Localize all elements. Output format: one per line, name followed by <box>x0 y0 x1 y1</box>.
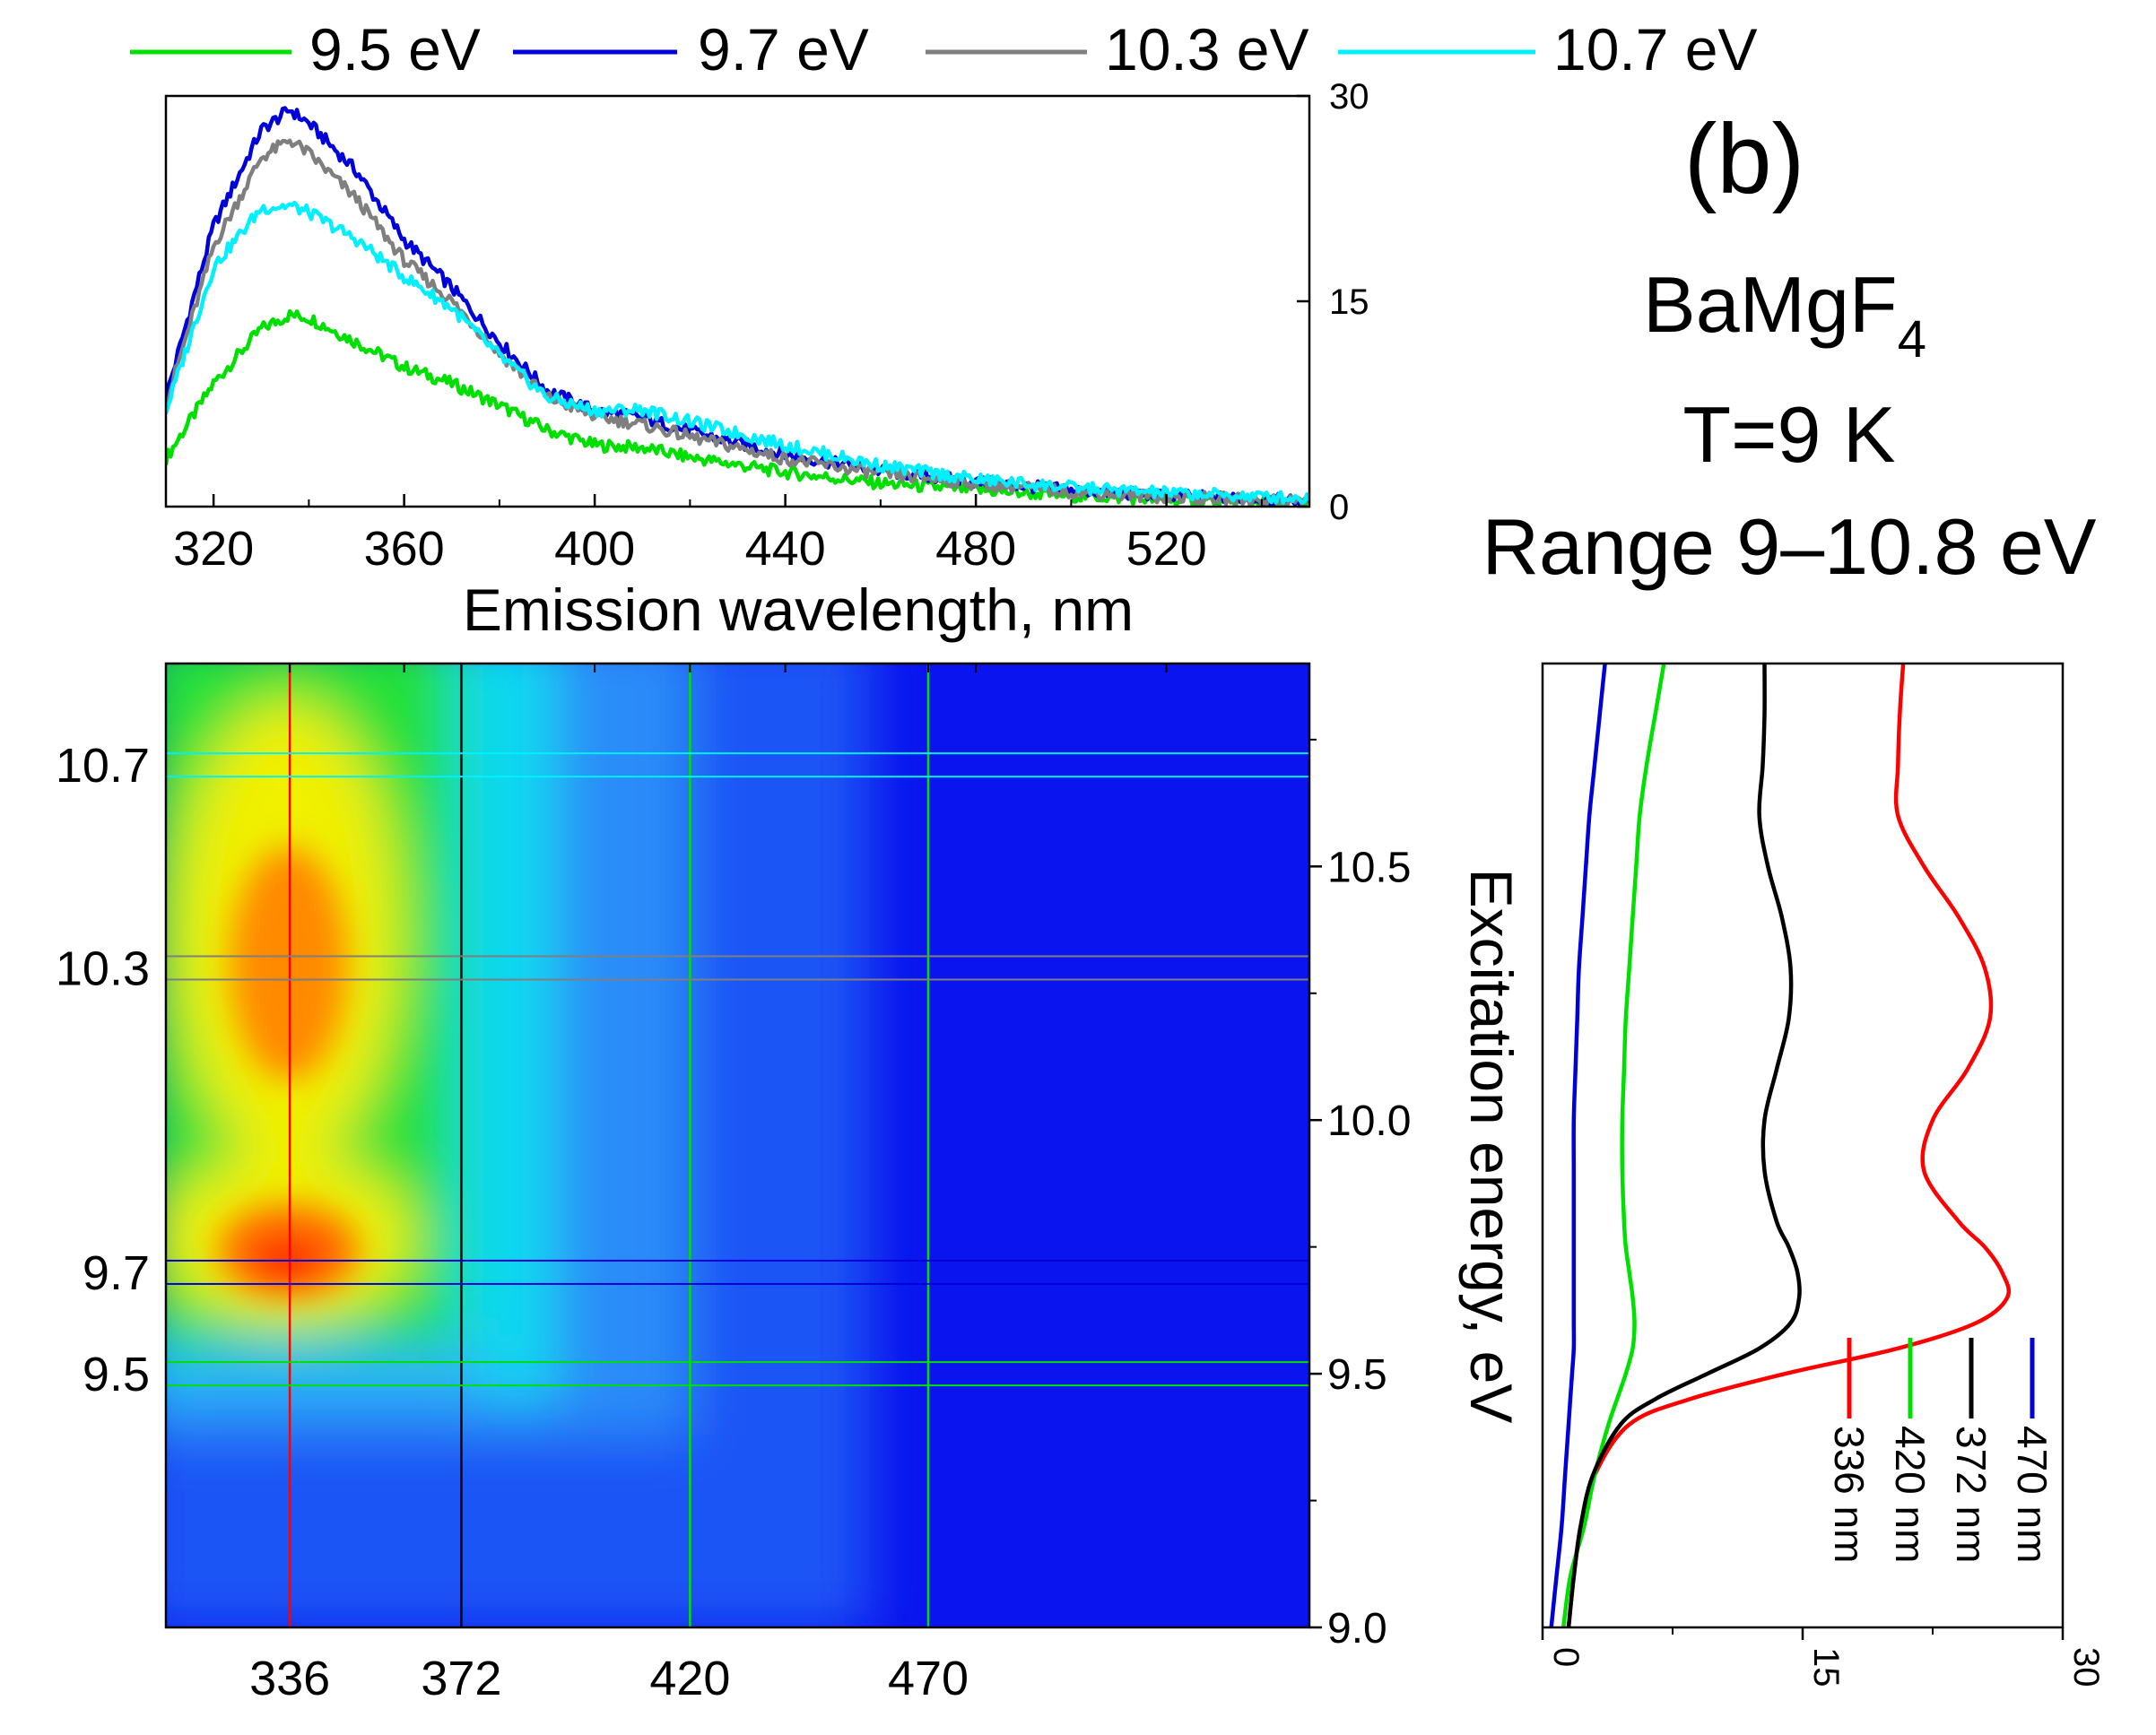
material-label: BaMgF4 <box>1643 260 1926 369</box>
excitation-x-tick-label-15: 15 <box>1806 1647 1846 1687</box>
map-x-tick-label-372: 372 <box>421 1652 501 1705</box>
map-horizontal-cuts <box>166 752 1309 1387</box>
excitation-x-ticks: 0 15 30 <box>1541 1627 2106 1687</box>
map-gradient-layer <box>166 664 870 1627</box>
excitation-line-372-nm <box>1566 664 1802 1627</box>
material-formula: BaMgF <box>1643 260 1898 349</box>
legend-label-10.7: 10.7 eV <box>1553 16 1758 82</box>
legend-item-10.3: 10.3 eV <box>926 16 1309 82</box>
excitation-x-tick-label-0: 0 <box>1546 1647 1586 1667</box>
map-x-tick-label-470: 470 <box>888 1652 969 1705</box>
excitation-line-336-nm <box>1566 664 2012 1627</box>
map-x-ticks: 336 372 420 470 <box>165 664 1310 1705</box>
emission-x-ticks: 320 360 400 440 480 520 <box>173 494 1263 576</box>
excitation-legend-label-336-nm: 336 nm <box>1826 1426 1873 1563</box>
map-right-y-tick-label-10.0: 10.0 <box>1327 1097 1411 1145</box>
map-x-tick-label-420: 420 <box>649 1652 730 1705</box>
excitation-line-420-nm <box>1560 664 1666 1627</box>
map-y-axis-label: Excitation energy, eV <box>1458 869 1525 1424</box>
map-horizontal-cut-10.3 <box>166 955 1309 981</box>
excitation-series-group <box>1549 664 2012 1627</box>
emission-x-axis-label: Emission wavelength, nm <box>463 577 1134 643</box>
map-frame <box>164 662 1311 1629</box>
excitation-legend-label-470-nm: 470 nm <box>2009 1426 2056 1563</box>
map-left-y-tick-label-9.7: 9.7 <box>83 1246 150 1300</box>
map-left-y-ticks: 9.5 9.7 10.3 10.7 <box>56 739 150 1401</box>
map-left-y-tick-label-9.5: 9.5 <box>83 1348 150 1401</box>
excitation-spectra-panel: 0 15 30 336 nm 420 nm 372 nm 470 nm <box>1541 662 2106 1687</box>
legend: 9.5 eV 9.7 eV 10.3 eV 10.7 eV <box>130 16 1758 82</box>
map-vertical-cuts <box>288 664 930 1627</box>
emission-x-tick-label-520: 520 <box>1126 522 1207 576</box>
emission-y-ticks: 0 15 30 <box>1297 77 1369 527</box>
legend-item-9.7: 9.7 eV <box>513 16 869 82</box>
map-right-y-tick-label-10.5: 10.5 <box>1327 844 1411 891</box>
map-right-y-tick-label-9.0: 9.0 <box>1327 1605 1387 1653</box>
map-horizontal-cut-9.7 <box>166 1259 1309 1285</box>
legend-item-10.7: 10.7 eV <box>1338 16 1758 82</box>
emission-y-tick-label-30: 30 <box>1329 77 1369 117</box>
material-subscript: 4 <box>1898 310 1926 369</box>
emission-x-tick-label-320: 320 <box>173 522 254 576</box>
emission-line-9.5-eV <box>166 308 1309 507</box>
legend-label-10.3: 10.3 eV <box>1105 16 1309 82</box>
temperature-label: T=9 K <box>1682 390 1895 479</box>
excitation-legend: 336 nm 420 nm 372 nm 470 nm <box>1826 1338 2056 1563</box>
emission-x-tick-label-480: 480 <box>935 522 1016 576</box>
map-right-y-ticks: 9.0 9.5 10.0 10.5 <box>1309 738 1411 1653</box>
map-horizontal-cut-9.5 <box>166 1361 1309 1387</box>
excitation-legend-label-372-nm: 372 nm <box>1948 1426 1995 1563</box>
emission-spectra-panel: 320 360 400 440 480 520 0 15 30 Emission wavele… <box>164 77 1369 643</box>
excitation-line-470-nm <box>1549 664 1607 1627</box>
map-left-y-tick-label-10.7: 10.7 <box>56 739 150 793</box>
emission-x-tick-label-400: 400 <box>554 522 635 576</box>
legend-label-9.5: 9.5 eV <box>309 16 481 82</box>
excitation-x-tick-label-30: 30 <box>2066 1647 2106 1687</box>
emission-series-group <box>166 106 1309 507</box>
range-label: Range 9–10.8 eV <box>1482 502 2096 591</box>
emission-line-10.7-eV <box>166 200 1309 506</box>
emission-y-tick-label-0: 0 <box>1329 488 1349 527</box>
emission-x-tick-label-440: 440 <box>745 522 826 576</box>
excitation-legend-label-420-nm: 420 nm <box>1887 1426 1934 1563</box>
figure-annotation: (b) BaMgF4 T=9 K Range 9–10.8 eV <box>1482 104 2096 591</box>
emission-y-tick-label-15: 15 <box>1329 282 1369 322</box>
map-x-tick-label-336: 336 <box>249 1652 330 1705</box>
emission-x-tick-label-360: 360 <box>364 522 445 576</box>
map-left-y-tick-label-10.3: 10.3 <box>56 941 150 995</box>
emission-line-10.3-eV <box>166 138 1309 507</box>
panel-label: (b) <box>1684 104 1804 214</box>
map-right-y-tick-label-9.5: 9.5 <box>1327 1351 1387 1399</box>
map-horizontal-cut-10.7 <box>166 752 1309 778</box>
map-image <box>166 664 1309 1627</box>
legend-item-9.5: 9.5 eV <box>130 16 481 82</box>
legend-label-9.7: 9.7 eV <box>698 16 869 82</box>
map-band-cyan-low <box>166 1336 484 1399</box>
excitation-emission-map-panel: 336 372 420 470 9.5 9.7 10.3 10.7 9.0 9.5 10.0 10… <box>56 662 1525 1705</box>
